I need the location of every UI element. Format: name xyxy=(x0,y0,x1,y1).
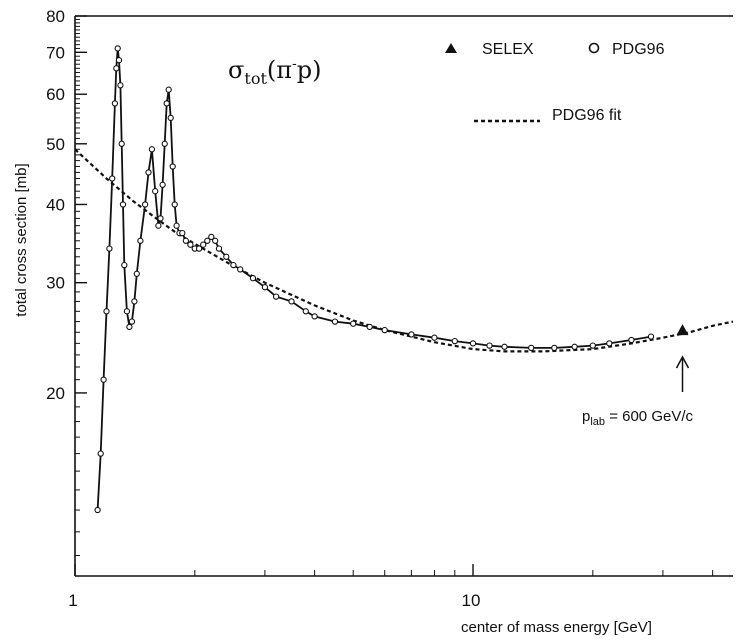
pdg96-point xyxy=(261,284,269,291)
pdg96-point xyxy=(126,323,133,331)
pdg96-point xyxy=(155,222,162,229)
pdg96-point xyxy=(628,336,635,344)
pdg96-point xyxy=(223,253,230,260)
pdg96-point xyxy=(103,308,110,315)
pdg96-point xyxy=(115,57,123,64)
legend-marker-pdg96 xyxy=(588,42,600,54)
pdg96-point xyxy=(272,293,280,300)
pdg96-point xyxy=(133,270,140,277)
pdg96-point xyxy=(182,237,190,244)
pdg96-point xyxy=(163,100,170,107)
x-tick-label: 1 xyxy=(68,591,77,610)
pdg96-point xyxy=(121,261,128,269)
selex-point xyxy=(676,324,689,336)
annotation-arrowhead xyxy=(675,355,690,369)
legend-label-fit: PDG96 fit xyxy=(552,107,622,124)
pdg96-point xyxy=(589,342,596,349)
pdg96-point xyxy=(123,308,131,315)
pdg96-point xyxy=(114,45,121,52)
pdg96-point xyxy=(109,175,116,182)
pdg96-point xyxy=(302,308,309,315)
pdg96-point xyxy=(647,333,655,340)
annotation-label: plab = 600 GeV/c xyxy=(582,408,694,428)
data-layer xyxy=(94,45,689,514)
pdg96-point xyxy=(128,318,136,325)
pdg96-point xyxy=(187,241,194,248)
pdg96-point xyxy=(431,334,438,341)
y-tick-label: 60 xyxy=(46,85,65,104)
pdg96-point xyxy=(161,140,168,147)
pdg96-point xyxy=(119,201,127,208)
pdg96-point xyxy=(97,450,104,457)
pdg96-point xyxy=(200,241,207,248)
y-axis-title: total cross section [mb] xyxy=(13,163,30,316)
pdg96-point xyxy=(451,337,458,345)
x-axis-title: center of mass energy [GeV] xyxy=(461,619,652,636)
pdg96-point xyxy=(169,163,176,170)
pdg96-point xyxy=(131,298,138,305)
pdg96-point xyxy=(215,245,223,252)
legend-label-selex: SELEX xyxy=(482,41,534,58)
y-tick-label: 20 xyxy=(46,384,65,403)
pdg96-point xyxy=(606,340,613,347)
pdg96-point xyxy=(381,326,388,334)
pdg96-point xyxy=(159,181,166,188)
pdg96-point xyxy=(237,266,244,273)
y-tick-label: 80 xyxy=(46,7,65,26)
legend-label-pdg96: PDG96 xyxy=(612,41,665,58)
pdg96-point xyxy=(118,140,125,147)
pdg96-point xyxy=(571,343,578,350)
pdg96-point xyxy=(111,100,119,107)
pdg96-point xyxy=(148,146,156,153)
pdg96-point xyxy=(230,261,237,269)
pdg96-point xyxy=(195,245,203,252)
pdg96-point xyxy=(106,245,113,252)
pdg96-point xyxy=(212,237,219,244)
pdg96-point xyxy=(208,233,215,241)
pdg96-point xyxy=(167,114,174,122)
x-tick-label: 10 xyxy=(462,591,481,610)
pdg96-point xyxy=(145,169,152,176)
legend: SELEX PDG96 PDG96 fit xyxy=(445,41,665,124)
y-tick-label: 40 xyxy=(46,195,65,214)
pdg96-point xyxy=(94,506,101,514)
pdg96-point xyxy=(249,275,257,282)
pdg96-point xyxy=(141,201,149,208)
pdg96-point xyxy=(171,201,178,208)
pdg96-point xyxy=(311,313,318,320)
pdg96-point xyxy=(173,222,180,229)
pdg96-point xyxy=(350,320,357,327)
pdg96-point xyxy=(288,298,295,305)
pdg96-point xyxy=(486,342,493,349)
y-tick-label: 70 xyxy=(46,43,65,62)
plab-annotation: plab = 600 GeV/c xyxy=(582,355,694,428)
legend-marker-selex xyxy=(445,43,457,53)
pdg96-point xyxy=(204,237,211,244)
pdg96-point xyxy=(469,340,477,347)
tick-layer: 20 30 40 50 60 70 80 1 10 xyxy=(46,7,714,610)
pdg96-point xyxy=(179,229,186,237)
plot-frame xyxy=(74,15,733,577)
pdg96-point xyxy=(551,344,558,352)
pdg96-point xyxy=(528,344,535,352)
pdg96-point xyxy=(152,188,159,195)
pdg96-point xyxy=(165,86,172,93)
pdg96-point xyxy=(501,343,508,350)
y-tick-label: 30 xyxy=(46,274,65,293)
fit-layer xyxy=(74,148,734,353)
pdg96-point xyxy=(100,376,107,383)
pdg96-point xyxy=(408,331,415,338)
fit-line xyxy=(74,148,734,353)
y-tick-label: 50 xyxy=(46,135,65,154)
pdg96-point xyxy=(117,82,124,89)
plot-title: σtot(π-p) xyxy=(228,56,322,88)
pdg96-point xyxy=(137,237,144,244)
pdg96-point xyxy=(113,65,120,72)
pdg96-point xyxy=(157,215,164,222)
pdg96-point xyxy=(366,323,373,331)
pdg96-point xyxy=(331,318,339,325)
